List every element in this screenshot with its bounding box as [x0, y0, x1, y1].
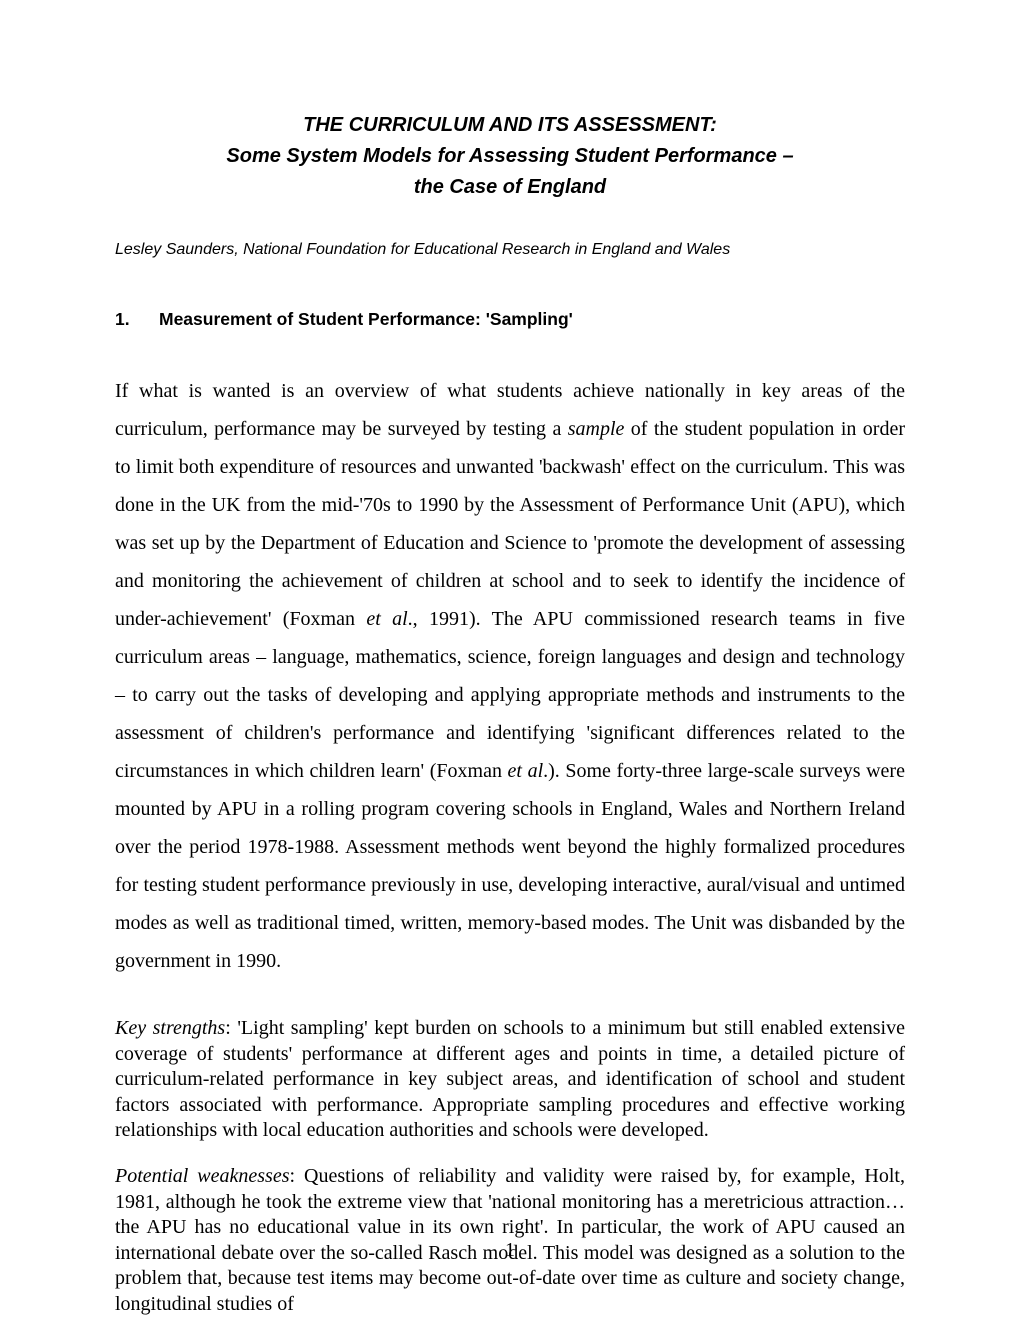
- p2-label: Key strengths: [115, 1017, 225, 1039]
- p1-italic-etal1: et al: [366, 608, 407, 630]
- p2-body: : 'Light sampling' kept burden on school…: [115, 1017, 905, 1141]
- section-number: 1.: [115, 309, 159, 330]
- p1-italic-etal2: et al: [508, 760, 544, 782]
- p3-label: Potential weaknesses: [115, 1165, 289, 1187]
- document-title-block: THE CURRICULUM AND ITS ASSESSMENT: Some …: [115, 110, 905, 203]
- title-line-1: THE CURRICULUM AND ITS ASSESSMENT:: [115, 110, 905, 141]
- p1-text-d: .). Some forty-three large-scale surveys…: [115, 760, 905, 972]
- section-heading: 1.Measurement of Student Performance: 'S…: [115, 309, 905, 330]
- p1-italic-sample: sample: [568, 418, 625, 440]
- section-title: Measurement of Student Performance: 'Sam…: [159, 309, 573, 329]
- body-paragraph-2: Key strengths: 'Light sampling' kept bur…: [115, 1016, 905, 1144]
- title-line-2: Some System Models for Assessing Student…: [115, 141, 905, 172]
- p1-text-b: of the student population in order to li…: [115, 418, 905, 630]
- p1-text-c: ., 1991). The APU commissioned research …: [115, 608, 905, 782]
- author-line: Lesley Saunders, National Foundation for…: [115, 241, 905, 259]
- body-paragraph-1: If what is wanted is an overview of what…: [115, 372, 905, 980]
- title-line-3: the Case of England: [115, 172, 905, 203]
- page-number: 1: [0, 1239, 1020, 1262]
